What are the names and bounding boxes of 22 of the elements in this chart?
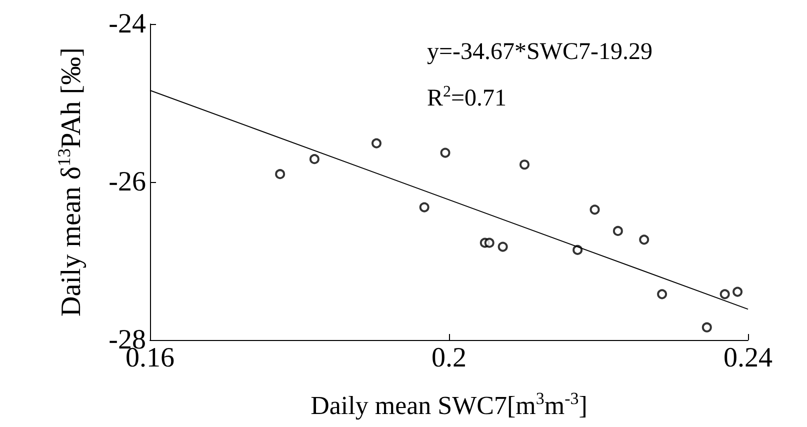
y-axis-title: Daily mean δ13PAh [‰] xyxy=(54,48,87,316)
annotation: y=-34.67*SWC7-19.29 xyxy=(427,39,653,65)
point xyxy=(275,169,286,180)
y-tick-label: -24 xyxy=(108,8,146,40)
point xyxy=(484,238,494,248)
point xyxy=(440,148,450,158)
point xyxy=(372,138,382,148)
point xyxy=(612,226,623,236)
point xyxy=(657,289,668,300)
point xyxy=(732,286,743,297)
point xyxy=(419,202,430,212)
point xyxy=(572,244,583,255)
point xyxy=(639,234,650,245)
point xyxy=(590,204,600,215)
point xyxy=(702,322,712,332)
x-tick-label: 0.2 xyxy=(432,342,466,374)
point xyxy=(309,154,320,164)
point xyxy=(720,289,730,300)
x-tick-label: 0.24 xyxy=(724,342,772,374)
y-tick-label: -26 xyxy=(108,166,146,198)
point xyxy=(520,160,530,170)
point xyxy=(498,242,508,252)
